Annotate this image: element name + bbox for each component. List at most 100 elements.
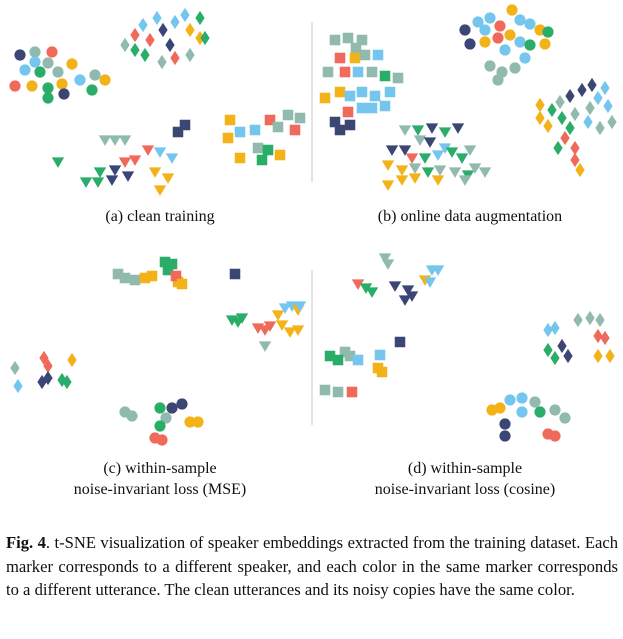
panel-b-diamond-point-4 bbox=[577, 82, 587, 98]
panel-c-diamond-point-5 bbox=[43, 370, 53, 386]
panel-c-triangle-point-8 bbox=[285, 301, 299, 312]
panel-d-square-point-8 bbox=[394, 336, 406, 348]
panel-c-diamond-point-8 bbox=[67, 352, 77, 368]
panel-b-triangle-point-13 bbox=[445, 147, 459, 158]
panel-b-diamond-point-11 bbox=[557, 110, 567, 126]
panel-d-diamond-point-5 bbox=[585, 310, 595, 326]
panel-a-diamond-point-7 bbox=[170, 14, 180, 30]
panel-c-diamond-point-3 bbox=[43, 358, 53, 374]
panel-b-triangle-point-23 bbox=[468, 163, 482, 174]
panel-b-circle-point-0 bbox=[459, 24, 471, 36]
panel-a-square-point-4 bbox=[222, 132, 234, 144]
panel-c-diamond-point-0 bbox=[10, 360, 20, 376]
panel-b-triangle-point-19 bbox=[421, 167, 435, 178]
panel-b-square-point-15 bbox=[334, 86, 346, 98]
panel-b-square-point-14 bbox=[319, 92, 331, 104]
panel-a-circle-point-18 bbox=[58, 88, 70, 100]
panel-b-triangle-point-16 bbox=[381, 160, 395, 171]
figure-caption-text: . t-SNE visualization of speaker embeddi… bbox=[6, 533, 618, 599]
panel-a-circle-point-0 bbox=[14, 49, 26, 61]
panel-c-triangle-point-12 bbox=[283, 327, 297, 338]
panel-a-square-point-7 bbox=[272, 121, 284, 133]
panel-a-square-point-8 bbox=[282, 109, 294, 121]
panel-b-square-point-6 bbox=[359, 49, 371, 61]
panel-c-circle-point-4 bbox=[176, 398, 188, 410]
panel-b-diamond-point-6 bbox=[600, 80, 610, 96]
panel-b-circle-point-10 bbox=[479, 36, 491, 48]
panel-b-square-point-2 bbox=[350, 42, 362, 54]
panel-c-square-point-4 bbox=[146, 270, 158, 282]
panel-b-triangle-point-27 bbox=[395, 175, 409, 186]
panel-d-circle-point-8 bbox=[534, 406, 546, 418]
panel-c-circle-point-7 bbox=[184, 416, 196, 428]
panel-b-triangle-point-0 bbox=[398, 125, 412, 136]
panel-a-square-point-13 bbox=[262, 144, 274, 156]
panel-a-triangle-point-14 bbox=[105, 175, 119, 186]
panel-b-triangle-point-7 bbox=[438, 143, 452, 154]
panel-a-diamond-point-8 bbox=[180, 7, 190, 23]
panel-d-square-point-5 bbox=[374, 349, 386, 361]
panel-d-triangle-point-0 bbox=[378, 253, 392, 264]
panel-c-triangle-point-7 bbox=[278, 303, 292, 314]
panel-b-square-point-4 bbox=[334, 52, 346, 64]
panel-c-triangle-point-2 bbox=[235, 313, 249, 324]
panel-b-triangle-point-17 bbox=[395, 165, 409, 176]
panel-a-triangle-point-6 bbox=[165, 153, 179, 164]
panel-a-circle-point-8 bbox=[66, 58, 78, 70]
panel-b-triangle-point-2 bbox=[425, 123, 439, 134]
panel-c-circle-point-6 bbox=[154, 420, 166, 432]
panel-a-square-point-9 bbox=[294, 112, 306, 124]
panel-d-triangle-point-1 bbox=[381, 259, 395, 270]
panel-b-square-point-7 bbox=[372, 49, 384, 61]
panel-d-circle-point-3 bbox=[516, 392, 528, 404]
panel-d-circle-point-1 bbox=[494, 402, 506, 414]
panel-b-square-point-22 bbox=[342, 106, 354, 118]
caption-panel-a-text: (a) clean training bbox=[105, 208, 215, 225]
panel-b-circle-point-12 bbox=[504, 29, 516, 41]
panel-b-diamond-point-5 bbox=[587, 77, 597, 93]
panel-c-square-point-5 bbox=[159, 256, 171, 268]
panel-d-circle-point-6 bbox=[499, 430, 511, 442]
panel-a-diamond-point-17 bbox=[130, 42, 140, 58]
caption-panel-b: (b) online data augmentation bbox=[330, 206, 610, 227]
panel-b-circle-point-16 bbox=[542, 26, 554, 38]
panel-b-square-point-20 bbox=[366, 102, 378, 114]
panel-a-circle-point-3 bbox=[19, 64, 31, 76]
panel-b-triangle-point-20 bbox=[433, 165, 447, 176]
panel-d-circle-point-2 bbox=[504, 394, 516, 406]
panel-a-diamond-point-16 bbox=[200, 30, 210, 46]
caption-panel-d-line1: (d) within-sample bbox=[407, 460, 523, 477]
panel-a-triangle-point-15 bbox=[148, 167, 162, 178]
panel-b-square-point-5 bbox=[349, 52, 361, 64]
panel-d-circle-point-10 bbox=[559, 412, 571, 424]
caption-panel-c-line2: noise-invariant loss (MSE) bbox=[73, 481, 247, 498]
panel-b-triangle-point-1 bbox=[411, 125, 425, 136]
panel-a-square-point-6 bbox=[264, 114, 276, 126]
panel-c-square-point-8 bbox=[170, 270, 182, 282]
panel-d-diamond-point-2 bbox=[557, 338, 567, 354]
panel-a-triangle-point-12 bbox=[79, 177, 93, 188]
panel-a-triangle-point-16 bbox=[161, 173, 175, 184]
panel-b-circle-point-1 bbox=[472, 16, 484, 28]
markers-layer bbox=[9, 4, 617, 446]
panel-a-square-point-3 bbox=[234, 126, 246, 138]
panel-d-circle-point-4 bbox=[529, 396, 541, 408]
panel-b-circle-point-4 bbox=[506, 4, 518, 16]
scatter-plots bbox=[9, 4, 617, 446]
panel-c-square-point-11 bbox=[229, 268, 241, 280]
panel-a-diamond-point-6 bbox=[165, 37, 175, 53]
panel-a-circle-point-2 bbox=[46, 46, 58, 58]
panel-b-diamond-point-16 bbox=[595, 120, 605, 136]
panel-a-circle-point-12 bbox=[56, 78, 68, 90]
caption-panel-a: (a) clean training bbox=[50, 206, 270, 227]
panel-b-square-point-8 bbox=[322, 66, 334, 78]
panel-d-circle-point-5 bbox=[499, 418, 511, 430]
panel-b-circle-point-18 bbox=[519, 52, 531, 64]
panel-d-triangle-point-2 bbox=[351, 279, 365, 290]
panel-a-diamond-point-0 bbox=[120, 37, 130, 53]
panel-d-diamond-point-3 bbox=[563, 348, 573, 364]
panel-b-triangle-point-10 bbox=[405, 153, 419, 164]
panel-b-triangle-point-18 bbox=[408, 163, 422, 174]
panel-d-diamond-point-8 bbox=[550, 350, 560, 366]
panel-b-circle-point-22 bbox=[492, 74, 504, 86]
